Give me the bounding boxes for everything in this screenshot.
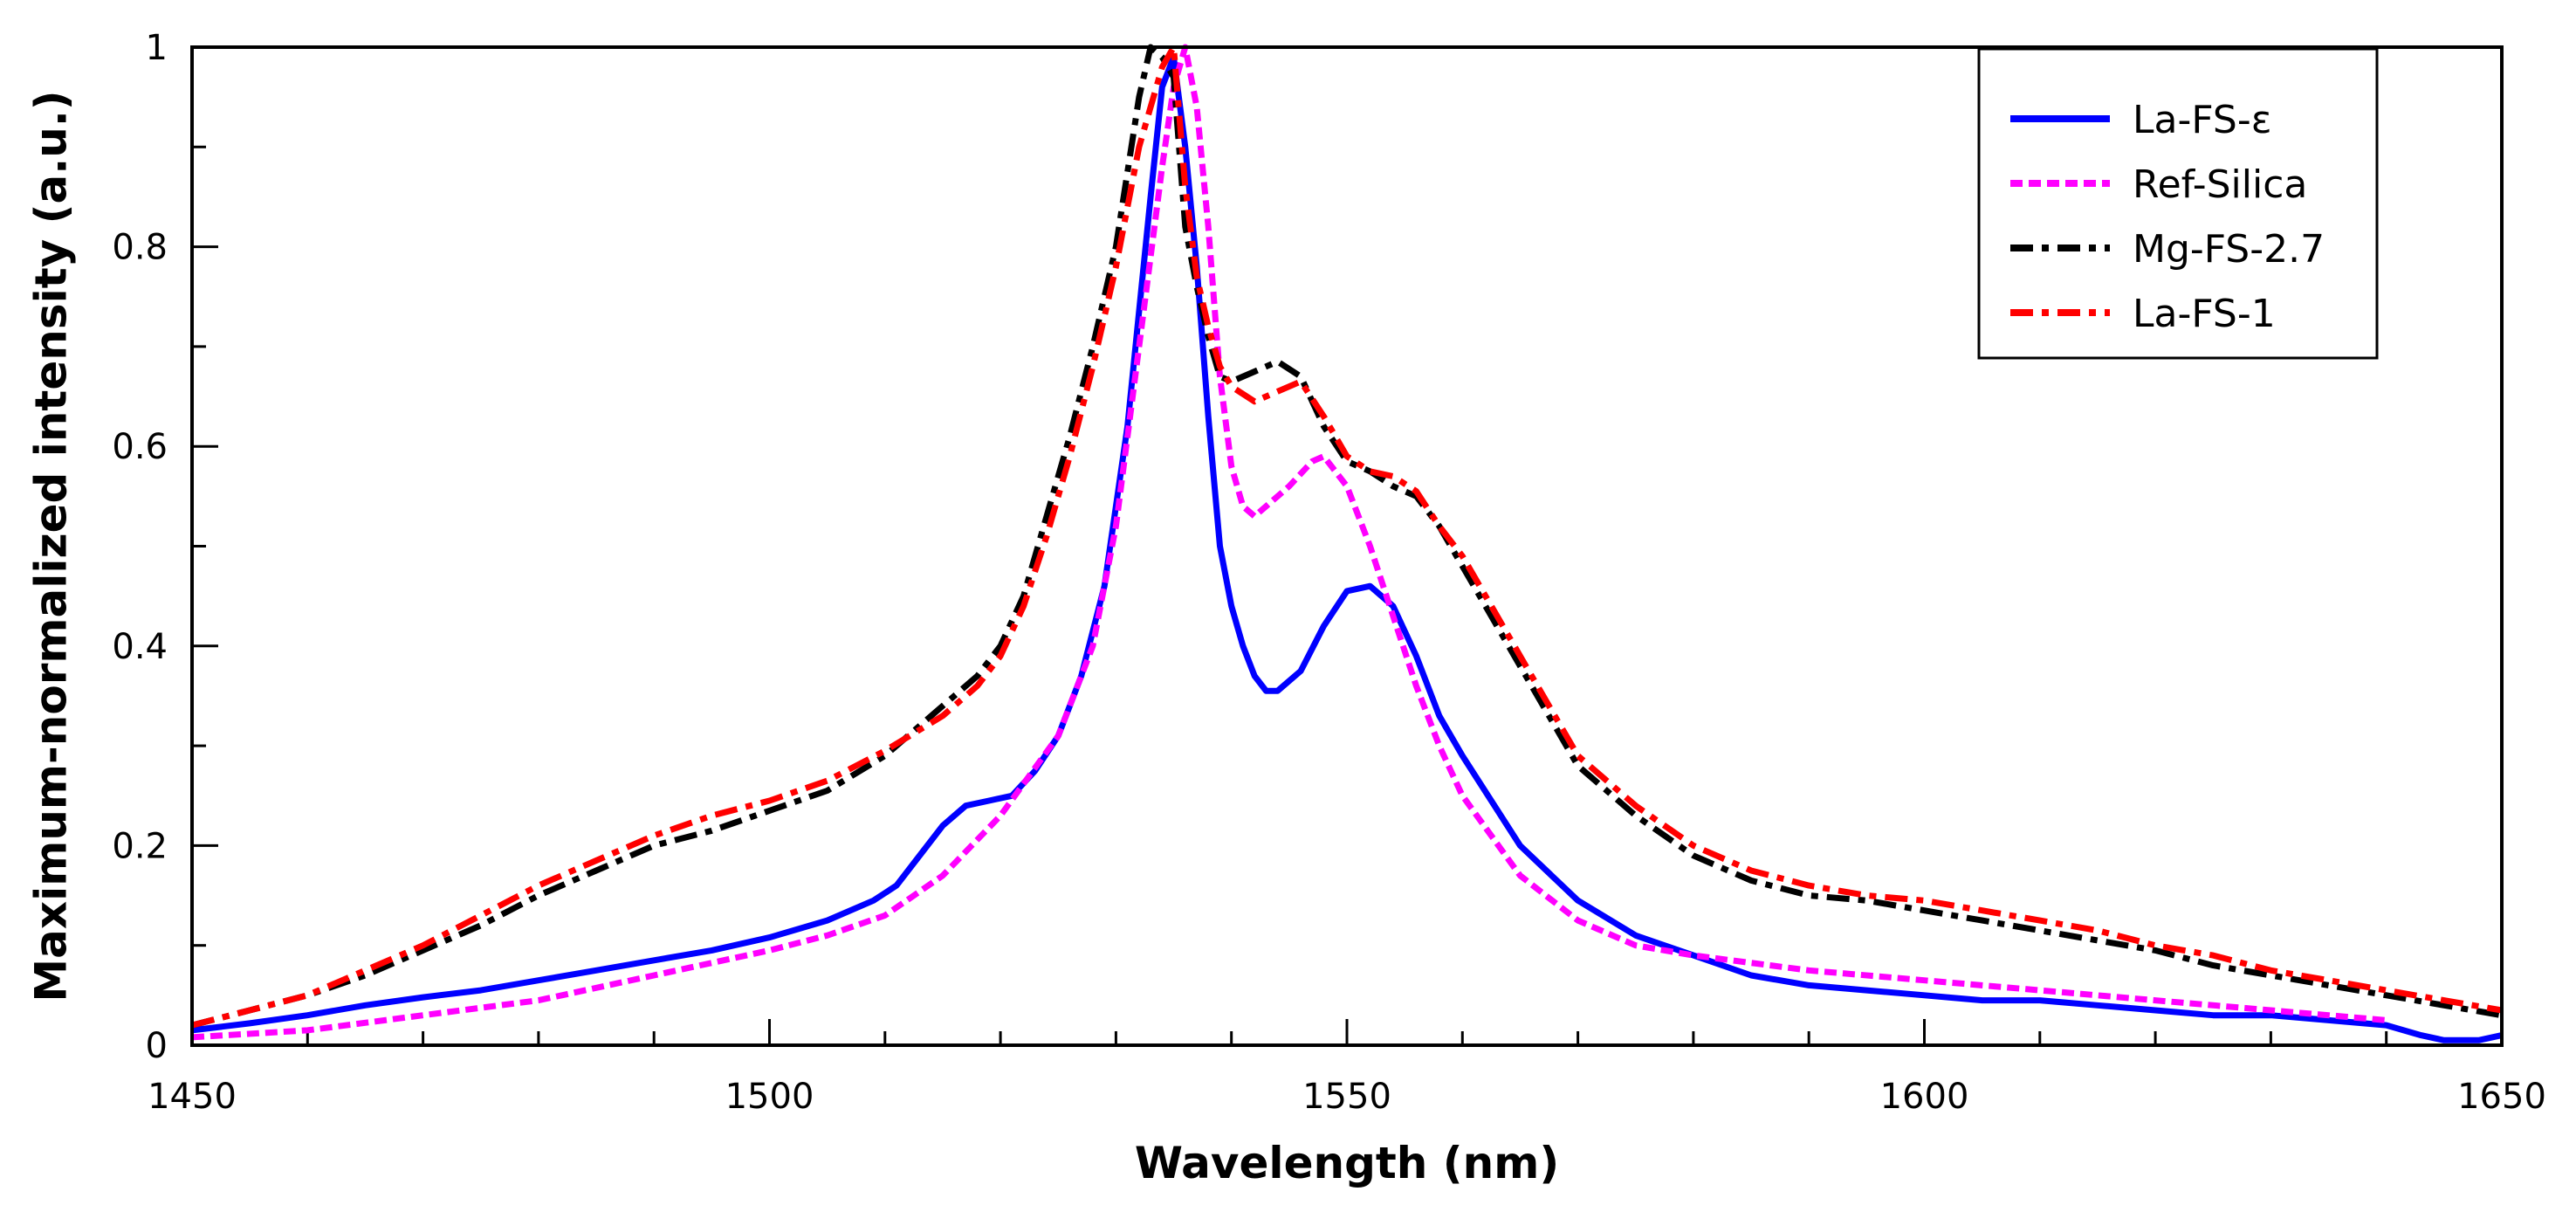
x-tick-label: 1450 xyxy=(148,1077,237,1117)
plot-series xyxy=(191,44,2503,1043)
y-axis-title: Maximum-normalized intensity (a.u.) xyxy=(26,90,77,1002)
legend-label: La-FS-ε xyxy=(2133,98,2271,142)
legend: La-FS-ε Ref-Silica Mg-FS-2.7 La-FS-1 xyxy=(1977,47,2379,360)
series-line-la-fs-1 xyxy=(191,44,2503,1029)
y-tick-label: 0 xyxy=(146,1026,168,1066)
series-line-mg-fs-2-7 xyxy=(191,44,2503,1029)
legend-label: Ref-Silica xyxy=(2133,162,2307,207)
legend-label: Mg-FS-2.7 xyxy=(2133,227,2325,272)
x-tick-label: 1600 xyxy=(1880,1077,1969,1117)
y-tick-label: 0.8 xyxy=(112,228,168,268)
x-tick-label: 1550 xyxy=(1302,1077,1391,1117)
series-line-la-fs- xyxy=(191,53,2503,1043)
legend-label: La-FS-1 xyxy=(2133,292,2276,336)
x-tick-label: 1500 xyxy=(725,1077,814,1117)
x-axis-title: Wavelength (nm) xyxy=(1135,1138,1559,1188)
series-line-ref-silica xyxy=(191,44,2387,1041)
y-tick-label: 1 xyxy=(146,28,168,68)
y-tick-label: 0.4 xyxy=(112,627,168,667)
y-tick-label: 0.6 xyxy=(112,427,168,467)
axis-ticks: 1450 1500 1550 1600 1650 0 0.2 0.4 0.6 0.8 1 xyxy=(112,28,2546,1117)
x-tick-label: 1650 xyxy=(2457,1077,2546,1117)
y-tick-label: 0.2 xyxy=(112,826,168,866)
legend-box xyxy=(1977,47,2379,360)
plot-frame xyxy=(190,45,2504,1047)
